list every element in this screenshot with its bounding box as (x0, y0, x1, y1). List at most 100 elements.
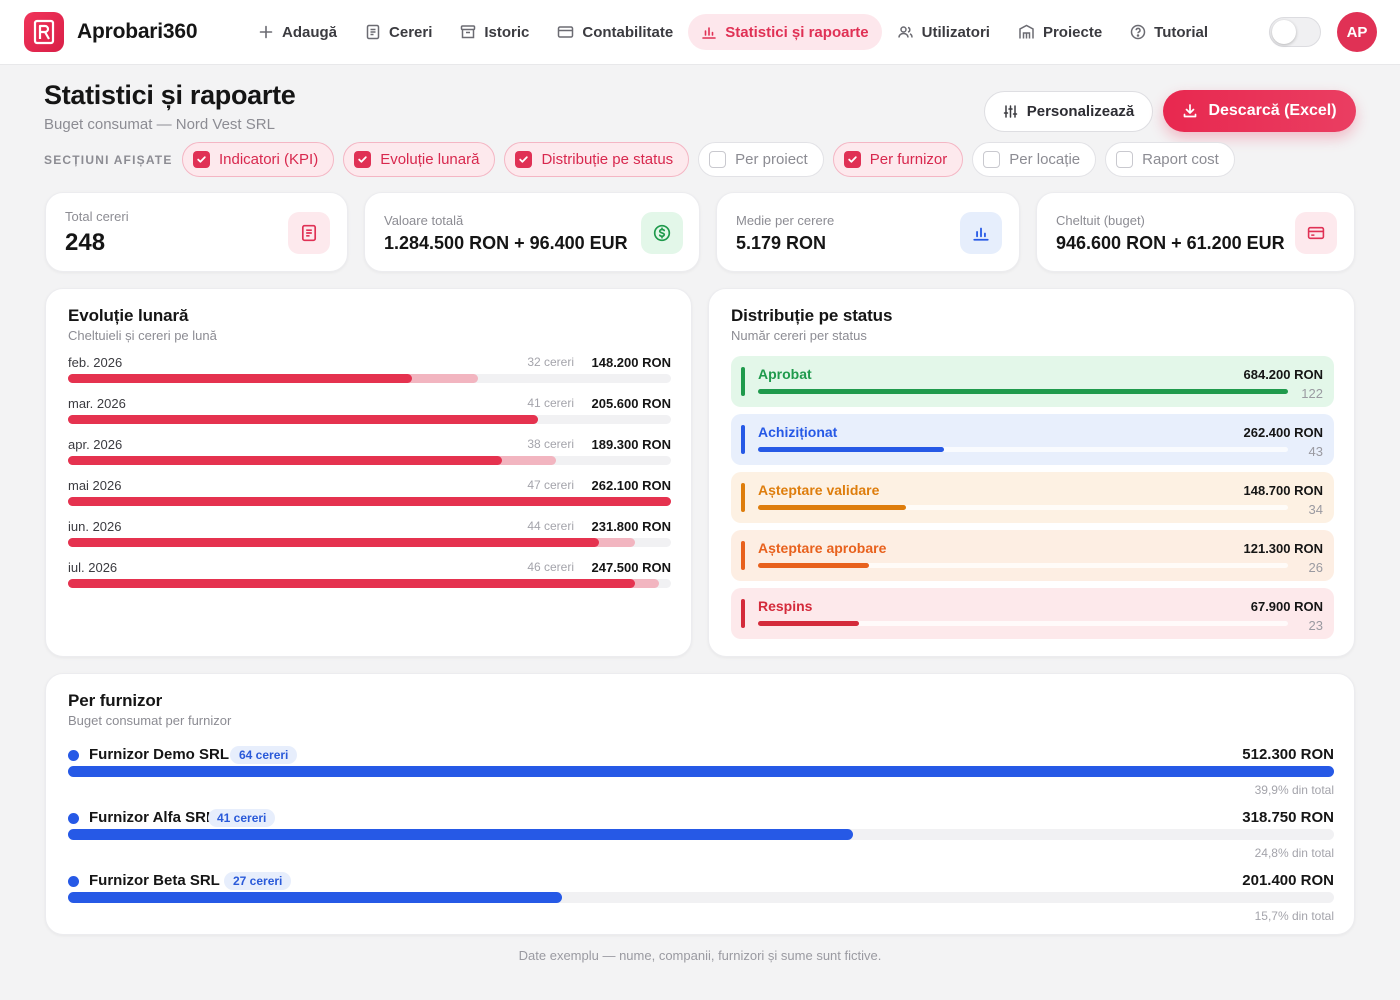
download-excel-button[interactable]: Descarcă (Excel) (1163, 90, 1356, 132)
month-request-count: 44 cereri (527, 519, 574, 533)
month-row: apr. 2026 38 cereri 189.300 RON (68, 437, 671, 478)
status-bar (758, 621, 859, 626)
section-chip-label: Per locație (1009, 151, 1081, 168)
kpi-value: 1.284.500 RON + 96.400 EUR (384, 233, 628, 253)
supplier-row-furnizor-alfa-srl[interactable]: Furnizor Alfa SRL 41 cereri 318.750 RON 24,… (68, 809, 1334, 869)
theme-toggle[interactable] (1269, 17, 1321, 47)
checkbox-checked-icon (515, 151, 533, 168)
page-subtitle: Buget consumat — Nord Vest SRL (44, 116, 275, 133)
month-spent-bar (68, 374, 412, 383)
customize-label: Personalizează (1026, 103, 1135, 120)
nav-item-utilizatori[interactable]: Utilizatori (884, 14, 1003, 50)
status-bar-track (758, 505, 1288, 510)
supplier-amount: 318.750 RON (1242, 809, 1334, 826)
month-spent-bar (68, 579, 635, 588)
nav-label: Tutorial (1154, 23, 1209, 41)
card-subtitle: Buget consumat per furnizor (68, 713, 232, 728)
supplier-row-furnizor-beta-srl[interactable]: Furnizor Beta SRL 27 cereri 201.400 RON 15,… (68, 872, 1334, 932)
app-name[interactable]: Aprobari360 (77, 20, 198, 43)
kpi-value: 248 (65, 229, 106, 256)
supplier-request-badge: 27 cereri (224, 872, 292, 890)
status-row-respins[interactable]: Respins 67.900 RON 23 (731, 588, 1334, 639)
nav-label: Proiecte (1042, 23, 1103, 41)
kpi-label: Total cereri (65, 209, 129, 224)
nav-label: Contabilitate (582, 23, 674, 41)
month-request-count: 38 cereri (527, 437, 574, 451)
nav-item-statistici[interactable]: Statistici și rapoarte (688, 14, 882, 50)
app-logo-icon[interactable] (24, 12, 64, 52)
supplier-share: 39,9% din total (1254, 783, 1334, 797)
document-icon (365, 24, 381, 40)
month-spent-bar (68, 538, 599, 547)
nav-item-istoric[interactable]: Istoric (447, 14, 542, 50)
kpi-label: Cheltuit (buget) (1056, 213, 1145, 228)
nav-item-contabilitate[interactable]: Contabilitate (544, 14, 686, 50)
footer-note: Date exemplu — nume, companii, furnizori… (518, 948, 882, 963)
status-label: Achiziționat (758, 424, 838, 440)
section-chip-distributie-pe-status[interactable]: Distribuție pe status (504, 142, 690, 177)
status-row-asteptare-validare[interactable]: Așteptare validare 148.700 RON 34 (731, 472, 1334, 523)
supplier-name: Furnizor Demo SRL (89, 746, 230, 763)
month-label: mai 2026 (68, 478, 122, 493)
status-amount: 262.400 RON (1243, 425, 1324, 440)
section-chip-raport-cost[interactable]: Raport cost (1105, 142, 1235, 177)
status-bar (758, 389, 1288, 394)
toggle-knob (1272, 20, 1296, 44)
section-chip-label: Evoluție lunară (380, 151, 480, 168)
supplier-request-badge: 41 cereri (208, 809, 276, 827)
customize-button[interactable]: Personalizează (984, 91, 1153, 132)
supplier-card: Per furnizor Buget consumat per furnizor… (45, 673, 1355, 935)
kpi-label: Medie per cerere (736, 213, 835, 228)
month-row: iun. 2026 44 cereri 231.800 RON (68, 519, 671, 560)
supplier-row-furnizor-demo-srl[interactable]: Furnizor Demo SRL 64 cereri 512.300 RON 39,… (68, 746, 1334, 806)
status-accent (741, 541, 745, 570)
section-chip-evolutie-lunara[interactable]: Evoluție lunară (343, 142, 496, 177)
status-row-aprobat[interactable]: Aprobat 684.200 RON 122 (731, 356, 1334, 407)
month-bar-track (68, 497, 671, 506)
section-chip-indicatori-kpi[interactable]: Indicatori (KPI) (182, 142, 335, 177)
top-bar: Aprobari360 Adaugă Cereri Istoric Contab… (0, 0, 1400, 65)
status-count: 34 (1308, 502, 1323, 517)
supplier-bar (68, 892, 562, 903)
status-count: 43 (1308, 444, 1323, 459)
checkbox-empty-icon (709, 151, 727, 168)
supplier-request-badge: 64 cereri (230, 746, 298, 764)
month-request-count: 47 cereri (527, 478, 574, 492)
section-chip-per-furnizor[interactable]: Per furnizor (832, 142, 964, 177)
status-label: Așteptare aprobare (758, 540, 887, 556)
sliders-icon (1003, 104, 1018, 119)
users-icon (897, 24, 914, 40)
nav-label: Statistici și rapoarte (725, 23, 869, 41)
supplier-amount: 512.300 RON (1242, 746, 1334, 763)
nav-item-tutorial[interactable]: Tutorial (1117, 14, 1221, 50)
month-bar-track (68, 415, 671, 424)
nav-item-proiecte[interactable]: Proiecte (1005, 14, 1115, 50)
status-count: 26 (1308, 560, 1323, 575)
section-chip-per-locatie[interactable]: Per locație (972, 142, 1097, 177)
supplier-amount: 201.400 RON (1242, 872, 1334, 889)
credit-card-icon (1295, 212, 1337, 254)
nav-label: Utilizatori (921, 23, 990, 41)
month-bar-track (68, 456, 671, 465)
status-bar-track (758, 447, 1288, 452)
status-accent (741, 425, 745, 454)
credit-card-icon (557, 24, 574, 40)
status-amount: 67.900 RON (1250, 599, 1323, 614)
status-label: Aprobat (758, 366, 812, 382)
month-request-count: 41 cereri (527, 396, 574, 410)
status-amount: 684.200 RON (1243, 367, 1324, 382)
status-label: Respins (758, 598, 813, 614)
status-row-achizitionat[interactable]: Achiziționat 262.400 RON 43 (731, 414, 1334, 465)
month-amount: 205.600 RON (591, 396, 672, 411)
status-amount: 121.300 RON (1243, 541, 1324, 556)
download-icon (1182, 103, 1198, 119)
checkbox-checked-icon (354, 151, 372, 168)
nav-item-cereri[interactable]: Cereri (352, 14, 445, 50)
section-chip-per-proiect[interactable]: Per proiect (698, 142, 824, 177)
user-avatar[interactable]: AP (1337, 12, 1377, 52)
supplier-bar-track (68, 829, 1334, 840)
nav-item-adauga[interactable]: Adaugă (245, 14, 350, 50)
section-chip-label: Per furnizor (869, 151, 948, 168)
status-row-asteptare-aprobare[interactable]: Așteptare aprobare 121.300 RON 26 (731, 530, 1334, 581)
status-bar-track (758, 389, 1288, 394)
